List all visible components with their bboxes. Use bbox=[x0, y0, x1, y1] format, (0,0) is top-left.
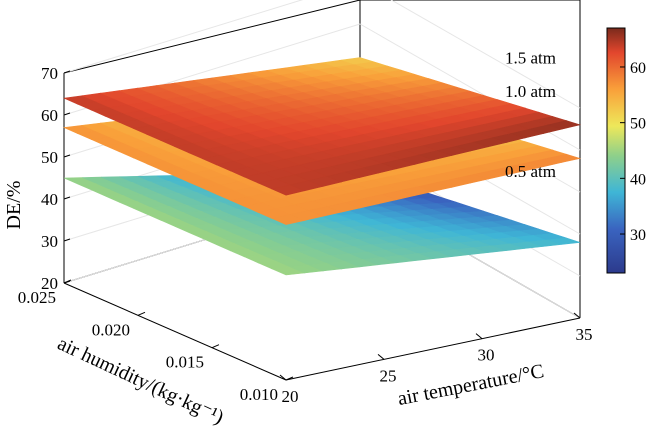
grid-line bbox=[63, 0, 304, 74]
front-edge bbox=[63, 282, 287, 381]
y-tick-mark bbox=[137, 311, 146, 316]
surfaces bbox=[62, 57, 582, 276]
colorbar-tick-label: 40 bbox=[630, 171, 646, 188]
y-tick-mark bbox=[211, 344, 220, 349]
x-tick-label: 25 bbox=[380, 366, 397, 385]
x-tick-mark bbox=[377, 353, 385, 360]
y-tick-label: 0.010 bbox=[240, 385, 278, 404]
z-axis-ticks: 20 30 40 50 60 70 bbox=[41, 64, 71, 293]
front-edge bbox=[285, 317, 581, 381]
surface-patch bbox=[547, 237, 581, 245]
x-tick-mark bbox=[475, 333, 483, 340]
grid-line bbox=[390, 0, 581, 109]
z-tick-label: 30 bbox=[41, 232, 58, 251]
z-tick-mark bbox=[63, 154, 71, 158]
z-tick-label: 50 bbox=[41, 148, 58, 167]
x-tick-mark bbox=[279, 374, 287, 381]
z-tick-label: 70 bbox=[41, 64, 58, 83]
colorbar-ticks: 30 40 50 60 bbox=[620, 60, 646, 244]
y-tick-label: 0.020 bbox=[92, 320, 130, 339]
surface-label: 1.0 atm bbox=[505, 82, 556, 101]
colorbar: 30 40 50 60 bbox=[606, 27, 646, 274]
y-axis-label: air humidity/(kg·kg⁻¹) bbox=[54, 332, 227, 428]
surface-labels: 1.5 atm 1.0 atm 0.5 atm bbox=[505, 49, 556, 181]
y-axis-ticks: 0.010 0.015 0.020 0.025 bbox=[18, 279, 294, 404]
colorbar-tick-label: 30 bbox=[630, 227, 646, 244]
colorbar-tick-label: 50 bbox=[630, 116, 646, 133]
z-tick-mark bbox=[63, 280, 71, 284]
z-tick-mark bbox=[63, 112, 71, 116]
back-edge bbox=[63, 0, 361, 74]
z-axis-label: DE/% bbox=[3, 181, 25, 230]
surface-1_5-atm bbox=[62, 57, 582, 196]
y-tick-label: 0.025 bbox=[18, 288, 56, 307]
x-axis-ticks: 20 25 30 35 bbox=[279, 312, 593, 406]
surface-patch bbox=[546, 120, 582, 130]
colorbar-tick-label: 60 bbox=[630, 60, 646, 77]
z-tick-mark bbox=[63, 196, 71, 200]
surface-patch bbox=[546, 153, 582, 163]
z-tick-label: 60 bbox=[41, 106, 58, 125]
surface-label: 0.5 atm bbox=[505, 162, 556, 181]
x-tick-mark bbox=[573, 312, 581, 319]
z-tick-label: 40 bbox=[41, 190, 58, 209]
colorbar-gradient bbox=[606, 27, 626, 274]
z-tick-label: 20 bbox=[41, 274, 58, 293]
x-axis-label: air temperature/°C bbox=[396, 360, 546, 410]
y-tick-label: 0.015 bbox=[166, 353, 204, 372]
front-edges bbox=[63, 282, 581, 381]
z-tick-mark bbox=[63, 70, 71, 74]
x-tick-label: 20 bbox=[282, 387, 299, 406]
x-tick-label: 30 bbox=[478, 346, 495, 365]
y-tick-mark bbox=[285, 376, 294, 381]
surface-label: 1.5 atm bbox=[505, 49, 556, 68]
x-tick-label: 35 bbox=[576, 325, 593, 344]
z-tick-mark bbox=[63, 238, 71, 242]
